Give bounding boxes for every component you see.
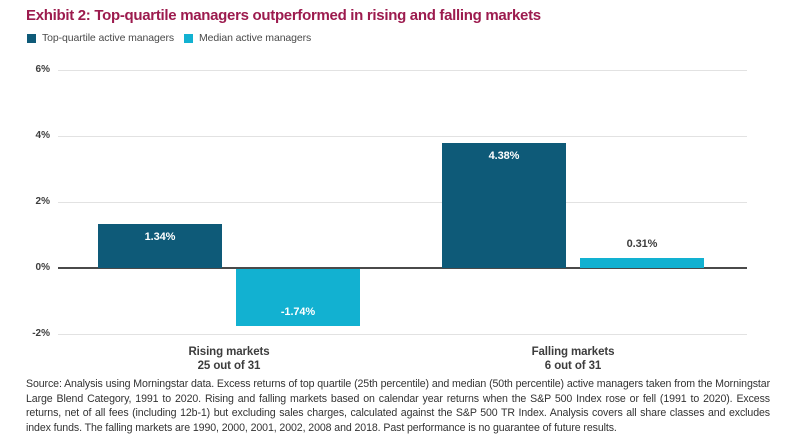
- y-axis-tick-label: 0%: [35, 262, 50, 273]
- bar-top-quartile: [98, 223, 222, 268]
- bar-median: [236, 269, 360, 326]
- gridline: [58, 334, 747, 335]
- bar-value-label: 0.31%: [626, 237, 658, 250]
- x-axis-group-label: Falling markets 6 out of 31: [463, 345, 683, 373]
- legend-label: Median active managers: [199, 32, 312, 44]
- legend-label: Top-quartile active managers: [42, 32, 175, 44]
- legend-item: Median active managers: [184, 32, 311, 44]
- legend-swatch-icon: [184, 33, 193, 43]
- zero-axis-line: [58, 267, 747, 269]
- gridline: [58, 202, 747, 203]
- chart-title: Exhibit 2: Top-quartile managers outperf…: [26, 7, 541, 24]
- bar-median: [580, 257, 704, 268]
- bar-value-label: -1.74%: [280, 306, 316, 318]
- x-axis-group-label: Rising markets 25 out of 31: [119, 345, 339, 373]
- legend-item: Top-quartile active managers: [27, 32, 174, 44]
- y-axis-tick-label: -2%: [32, 328, 50, 339]
- y-axis-tick-label: 2%: [35, 196, 50, 207]
- source-note: Source: Analysis using Morningstar data.…: [26, 378, 770, 434]
- group-label-line1: Falling markets: [531, 346, 615, 358]
- bar-top-quartile: [442, 142, 566, 268]
- gridline: [58, 136, 747, 137]
- bar-value-label: 1.34%: [144, 230, 176, 243]
- group-label-line2: 25 out of 31: [197, 360, 261, 372]
- legend-swatch-icon: [27, 33, 36, 43]
- gridline: [58, 70, 747, 71]
- bar-value-label: 4.38%: [488, 149, 520, 162]
- y-axis-tick-label: 4%: [35, 130, 50, 141]
- y-axis-tick-label: 6%: [35, 64, 50, 75]
- group-label-line1: Rising markets: [188, 346, 270, 358]
- group-label-line2: 6 out of 31: [544, 360, 602, 372]
